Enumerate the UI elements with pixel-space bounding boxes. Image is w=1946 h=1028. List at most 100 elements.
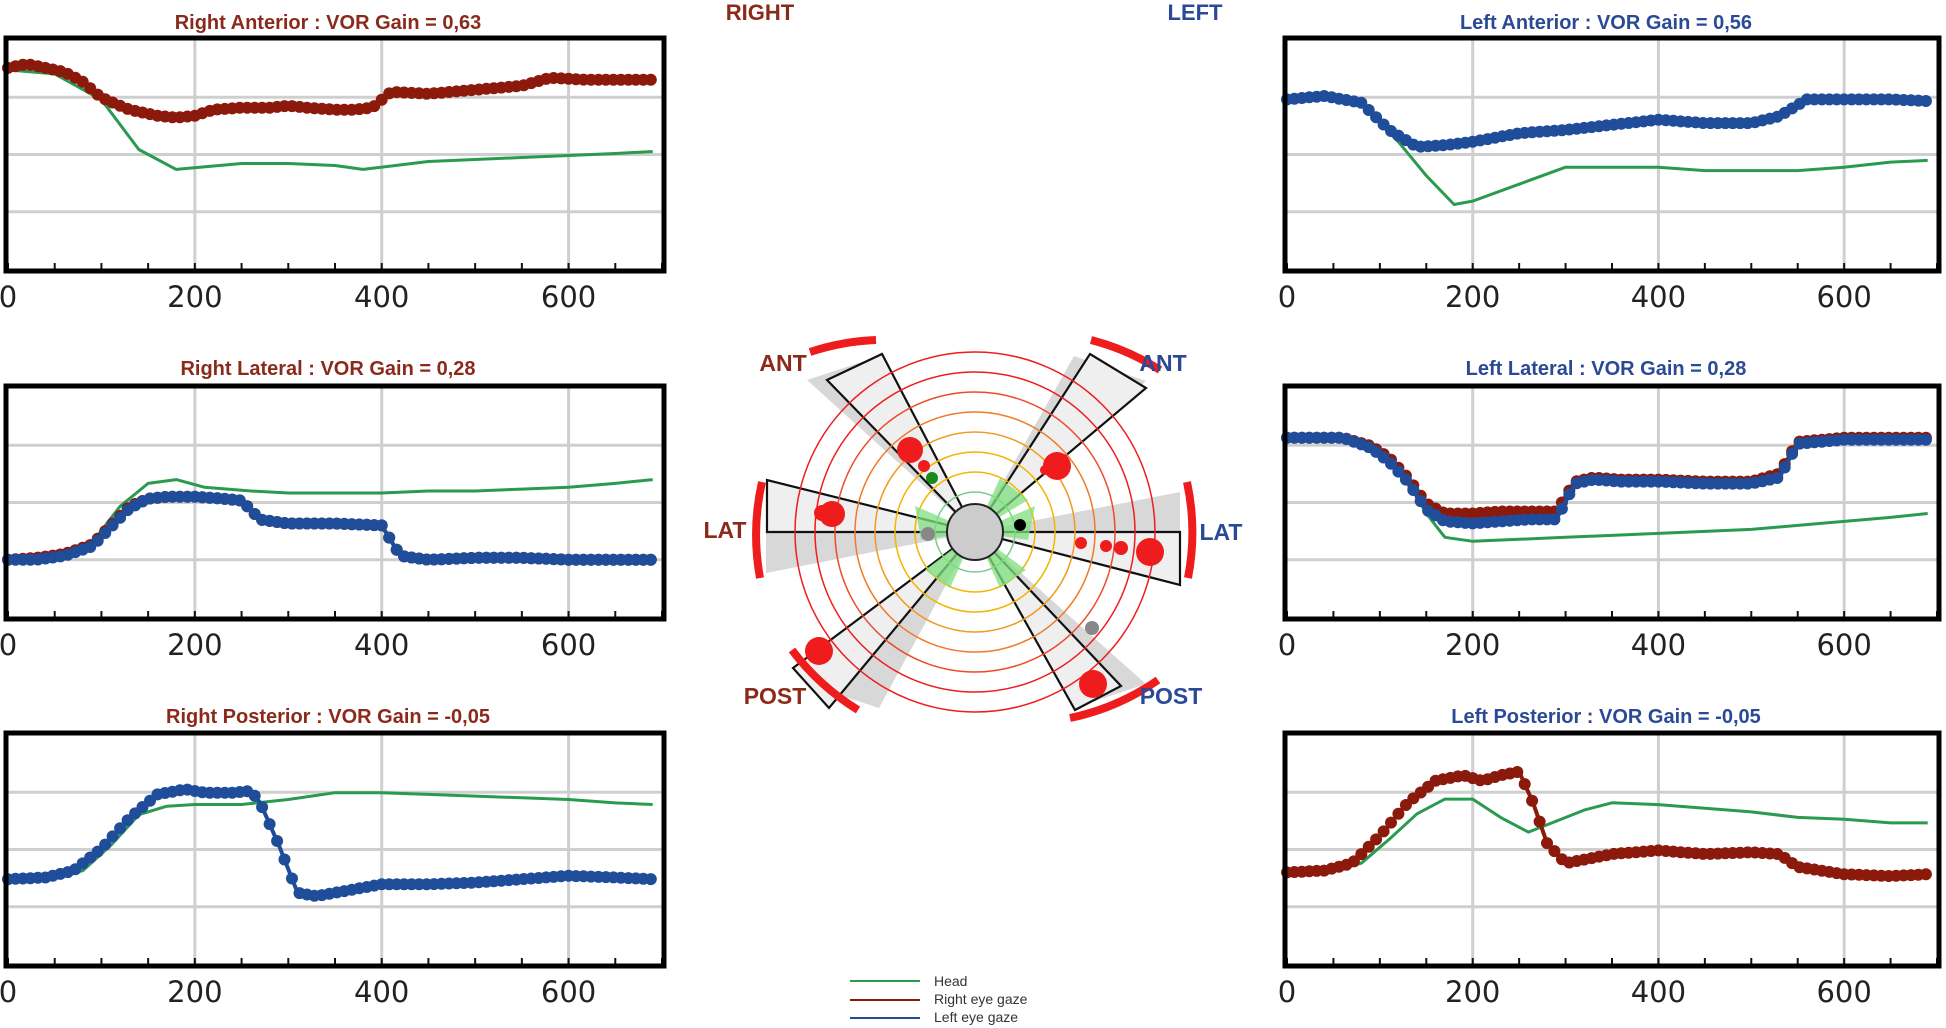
x-tick-label: 200 (167, 628, 222, 662)
response-wedge-right-posterior (791, 531, 976, 710)
eye-gaze-point (1518, 778, 1531, 791)
x-tick-label: 200 (167, 975, 222, 1009)
head-series-line (7, 68, 653, 171)
left-anterior-plot: 0 200 400 600 (1278, 35, 1942, 314)
eye-gaze-point (644, 873, 657, 886)
x-tick-label: 400 (1631, 975, 1686, 1009)
eye-gaze-point (1377, 825, 1390, 838)
eye-gaze-point (1786, 447, 1799, 460)
eye-gaze-point (1414, 495, 1427, 508)
x-tick-label: 0 (1278, 975, 1296, 1009)
x-tick-label: 600 (1816, 280, 1871, 314)
eye-gaze-point (263, 818, 276, 831)
left-side-label: LEFT (1168, 0, 1224, 25)
right-side-label: RIGHT (726, 0, 795, 25)
eye-gaze-point (241, 500, 254, 513)
legend-head-label: Head (934, 973, 967, 989)
eye-gaze-point (1385, 816, 1397, 829)
left-anterior-title: Left Anterior : VOR Gain = 0,56 (1460, 12, 1752, 34)
eye-gaze-point (1919, 95, 1932, 107)
x-tick-label: 400 (354, 280, 409, 314)
eye-gaze-point (99, 838, 112, 851)
eye-gaze-point (114, 822, 127, 835)
eye-gaze-point (278, 853, 291, 866)
eye-gaze-point (1362, 840, 1375, 853)
x-tick-label: 200 (1445, 280, 1500, 314)
right-posterior-title: Right Posterior : VOR Gain = -0,05 (166, 706, 490, 728)
eye-gaze-point (1407, 484, 1420, 496)
eye-gaze-point (1362, 104, 1375, 116)
left-posterior-plot: 0 200 400 600 (1278, 730, 1942, 1009)
eye-gaze-point (1555, 502, 1568, 515)
x-tick-label: 0 (0, 628, 17, 662)
eye-gaze-point (1771, 472, 1784, 484)
plot-frame (1282, 730, 1942, 969)
eye-gaze-point (383, 531, 396, 544)
canal-polar-diagram: ANT ANT LAT LAT POST POST (703, 336, 1243, 722)
x-tick-label: 400 (1631, 628, 1686, 662)
eye-gaze-point (1355, 96, 1368, 109)
eye-gaze-point (1392, 807, 1405, 820)
x-tick-label: 600 (541, 975, 596, 1009)
polar-label-right-post: POST (744, 683, 807, 709)
right-anterior-plot: 0 200 400 600 (0, 35, 667, 314)
right-anterior-title: Right Anterior : VOR Gain = 0,63 (175, 12, 482, 34)
eye-gaze-point (375, 519, 388, 532)
eye-gaze-point (106, 830, 119, 843)
eye-gaze-point (271, 835, 284, 847)
eye-gaze-point (1511, 766, 1524, 778)
polar-label-left-lat: LAT (1199, 519, 1242, 545)
x-tick-label: 600 (541, 628, 596, 662)
eye-gaze-point (99, 527, 112, 539)
legend-right-eye-label: Right eye gaze (934, 991, 1028, 1007)
polar-label-right-ant: ANT (759, 350, 806, 376)
polar-data-points (805, 437, 1164, 698)
eye-gaze-point (644, 73, 657, 86)
legend-left-eye-label: Left eye gaze (934, 1009, 1018, 1025)
x-tick-label: 600 (1816, 975, 1871, 1009)
eye-gaze-point (1370, 111, 1383, 124)
x-tick-label: 400 (354, 628, 409, 662)
eye-gaze-point (1526, 794, 1539, 807)
gain-rings (794, 351, 1156, 713)
eye-gaze-point (106, 519, 119, 532)
eye-gaze-point (1563, 488, 1576, 501)
x-tick-label: 200 (167, 280, 222, 314)
right-lateral-plot: 0 200 400 600 (0, 383, 667, 662)
eye-gaze-point (1778, 461, 1791, 474)
eye-gaze-point (1385, 457, 1397, 470)
eye-gaze-point (1347, 855, 1360, 868)
plot-frame (1282, 383, 1942, 622)
eye-gaze-point (1919, 433, 1932, 446)
eye-gaze-point (91, 845, 104, 858)
head-series-line (1286, 797, 1928, 874)
eye-gaze-point (1541, 837, 1553, 850)
outer-arcs (752, 336, 1197, 722)
eye-gaze-point (1355, 848, 1368, 861)
eye-gaze-point (256, 801, 269, 814)
x-tick-label: 400 (354, 975, 409, 1009)
eye-gaze-point (91, 534, 104, 547)
response-wedge-left-lateral (974, 530, 1182, 587)
eye-gaze-point (1392, 465, 1405, 478)
x-tick-label: 200 (1445, 975, 1500, 1009)
x-tick-label: 600 (541, 280, 596, 314)
x-tick-label: 400 (1631, 280, 1686, 314)
eye-gaze-point (248, 789, 261, 802)
plot-frame (3, 383, 667, 622)
polar-label-right-lat: LAT (703, 517, 746, 543)
eye-gaze-point (1548, 845, 1561, 858)
right-posterior-plot: 0 200 400 600 (0, 730, 667, 1009)
x-tick-label: 0 (0, 975, 17, 1009)
eye-gaze-point (1370, 833, 1383, 846)
head-center-disk (946, 503, 1004, 561)
eye-gaze-point (1919, 868, 1932, 881)
x-tick-label: 0 (0, 280, 17, 314)
polar-label-left-post: POST (1140, 683, 1203, 709)
eye-gaze-point (644, 553, 657, 566)
left-lateral-plot: 0 200 400 600 (1278, 383, 1942, 662)
eye-gaze-point (114, 511, 127, 524)
polar-label-left-ant: ANT (1139, 350, 1186, 376)
legend: Head Right eye gaze Left eye gaze (850, 973, 1028, 1025)
